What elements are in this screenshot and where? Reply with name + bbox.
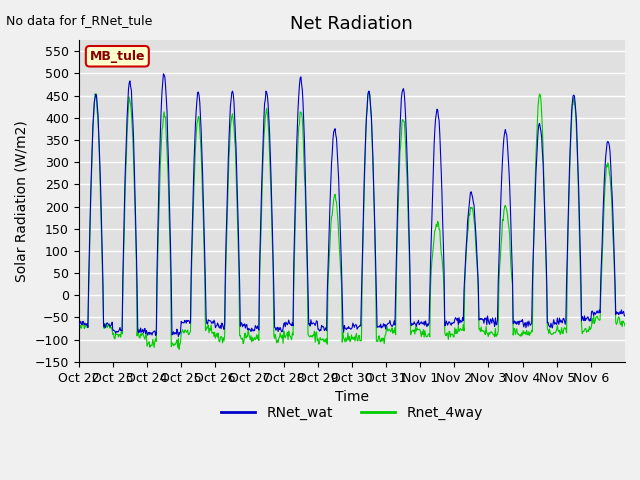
Title: Net Radiation: Net Radiation <box>291 15 413 33</box>
Y-axis label: Solar Radiation (W/m2): Solar Radiation (W/m2) <box>15 120 29 282</box>
X-axis label: Time: Time <box>335 390 369 404</box>
Legend: RNet_wat, Rnet_4way: RNet_wat, Rnet_4way <box>215 400 488 426</box>
Text: MB_tule: MB_tule <box>90 50 145 63</box>
Text: No data for f_RNet_tule: No data for f_RNet_tule <box>6 14 153 27</box>
